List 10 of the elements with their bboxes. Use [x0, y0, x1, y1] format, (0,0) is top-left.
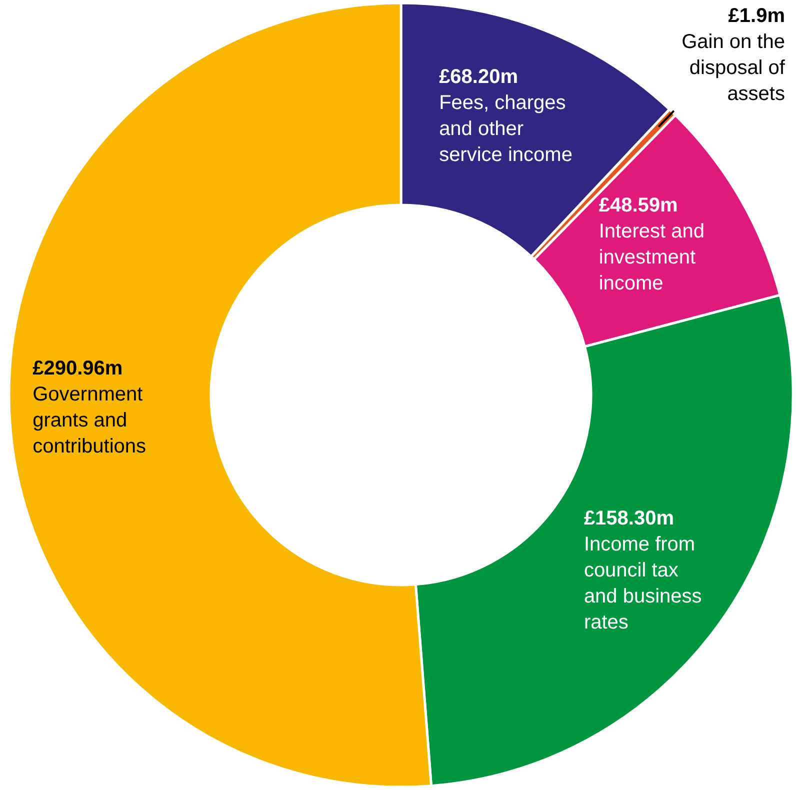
data-label: £290.96m — [32, 358, 123, 380]
data-label: £68.20m — [439, 66, 518, 88]
slice-label: Gain on the disposal of assets — [682, 31, 786, 105]
data-label: £158.30m — [584, 507, 674, 530]
slice-label: Fees, charges and other service income — [439, 92, 572, 166]
slice-label: Interest and investment income — [598, 220, 704, 295]
slice-label: Income from council tax and business rates — [584, 533, 702, 634]
data-label: £1.9m — [728, 5, 785, 27]
slice-label: Government grants and contributions — [32, 384, 146, 458]
data-label: £48.59m — [598, 194, 678, 217]
